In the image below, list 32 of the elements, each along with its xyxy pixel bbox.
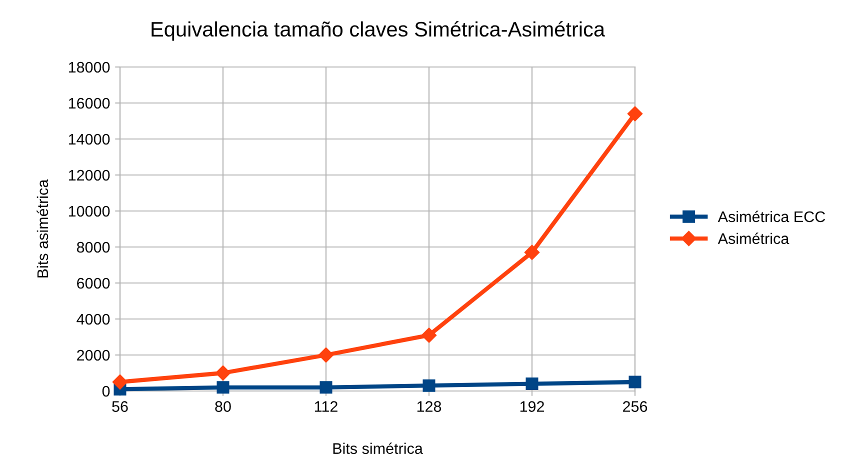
chart-title: Equivalencia tamaño claves Simétrica-Asimétrica (152, 21, 606, 41)
y-tick-label: 12000 (68, 170, 110, 181)
legend-label: Asimétrica ECC (718, 210, 826, 222)
y-tick-label: 6000 (77, 278, 110, 289)
x-tick-label: 80 (215, 401, 231, 412)
x-tick-label: 192 (520, 401, 544, 412)
y-tick-label: 4000 (76, 314, 110, 325)
point (422, 379, 436, 392)
point (526, 378, 538, 390)
x-tick-label: 256 (623, 401, 648, 412)
y-tick-label: 2000 (77, 350, 110, 361)
x-tick-label: 128 (417, 401, 442, 412)
point (112, 374, 128, 390)
x-tick-label: 56 (112, 401, 128, 412)
legend-label: Asimétrica (718, 232, 790, 244)
y-tick-label: 14000 (68, 134, 110, 145)
point (318, 347, 334, 363)
point (524, 244, 540, 260)
point (216, 381, 230, 394)
point (628, 376, 642, 388)
y-tick-label: 8000 (76, 242, 110, 253)
y-tick-label: 18000 (68, 62, 110, 73)
point (320, 381, 332, 394)
x-tick-label: 112 (314, 401, 338, 412)
x-axis-title: Bits simétrica (333, 442, 423, 454)
point (627, 106, 643, 122)
point (215, 365, 231, 381)
y-tick-label: 10000 (68, 206, 110, 217)
y-tick-label: 16000 (68, 98, 110, 109)
y-tick-label: 0 (102, 386, 110, 397)
point (421, 328, 437, 343)
y-axis-title: Bits asimétrica (36, 179, 48, 278)
